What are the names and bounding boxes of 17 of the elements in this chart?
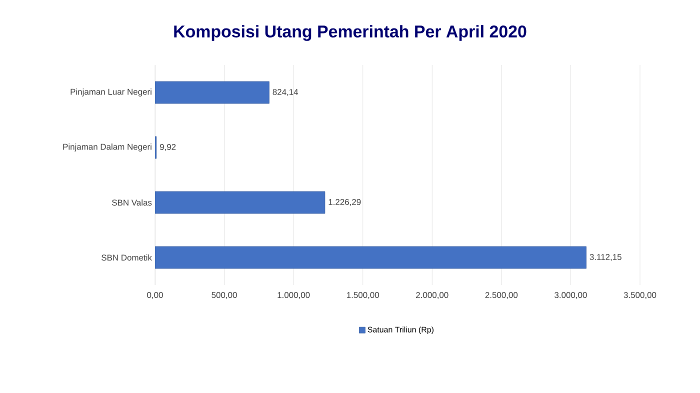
y-tick-label: SBN Dometik: [102, 254, 152, 261]
y-tick-label: Pinjaman Dalam Negeri: [63, 144, 152, 152]
chart-title: Komposisi Utang Pemerintah Per April 2020: [174, 25, 526, 41]
data-label: 824,14: [272, 89, 298, 96]
x-tick-label: 1.000,00: [278, 292, 310, 300]
y-tick-label: SBN Valas: [112, 199, 152, 206]
data-label: 3.112,15: [590, 254, 622, 261]
data-label: 9,92: [160, 144, 176, 151]
x-tick-label: 3.000,00: [554, 292, 587, 300]
x-tick-label: 1.500,00: [347, 292, 379, 300]
data-label: 1.226,29: [328, 199, 361, 206]
x-tick-label: 0,00: [147, 292, 163, 300]
x-tick-label: 2.500,00: [485, 292, 518, 300]
x-tick-label: 2.000,00: [416, 292, 448, 300]
y-tick-label: Pinjaman Luar Negeri: [70, 88, 152, 96]
x-tick-label: 500,00: [212, 292, 237, 300]
x-tick-label: 3.500,00: [624, 292, 656, 300]
